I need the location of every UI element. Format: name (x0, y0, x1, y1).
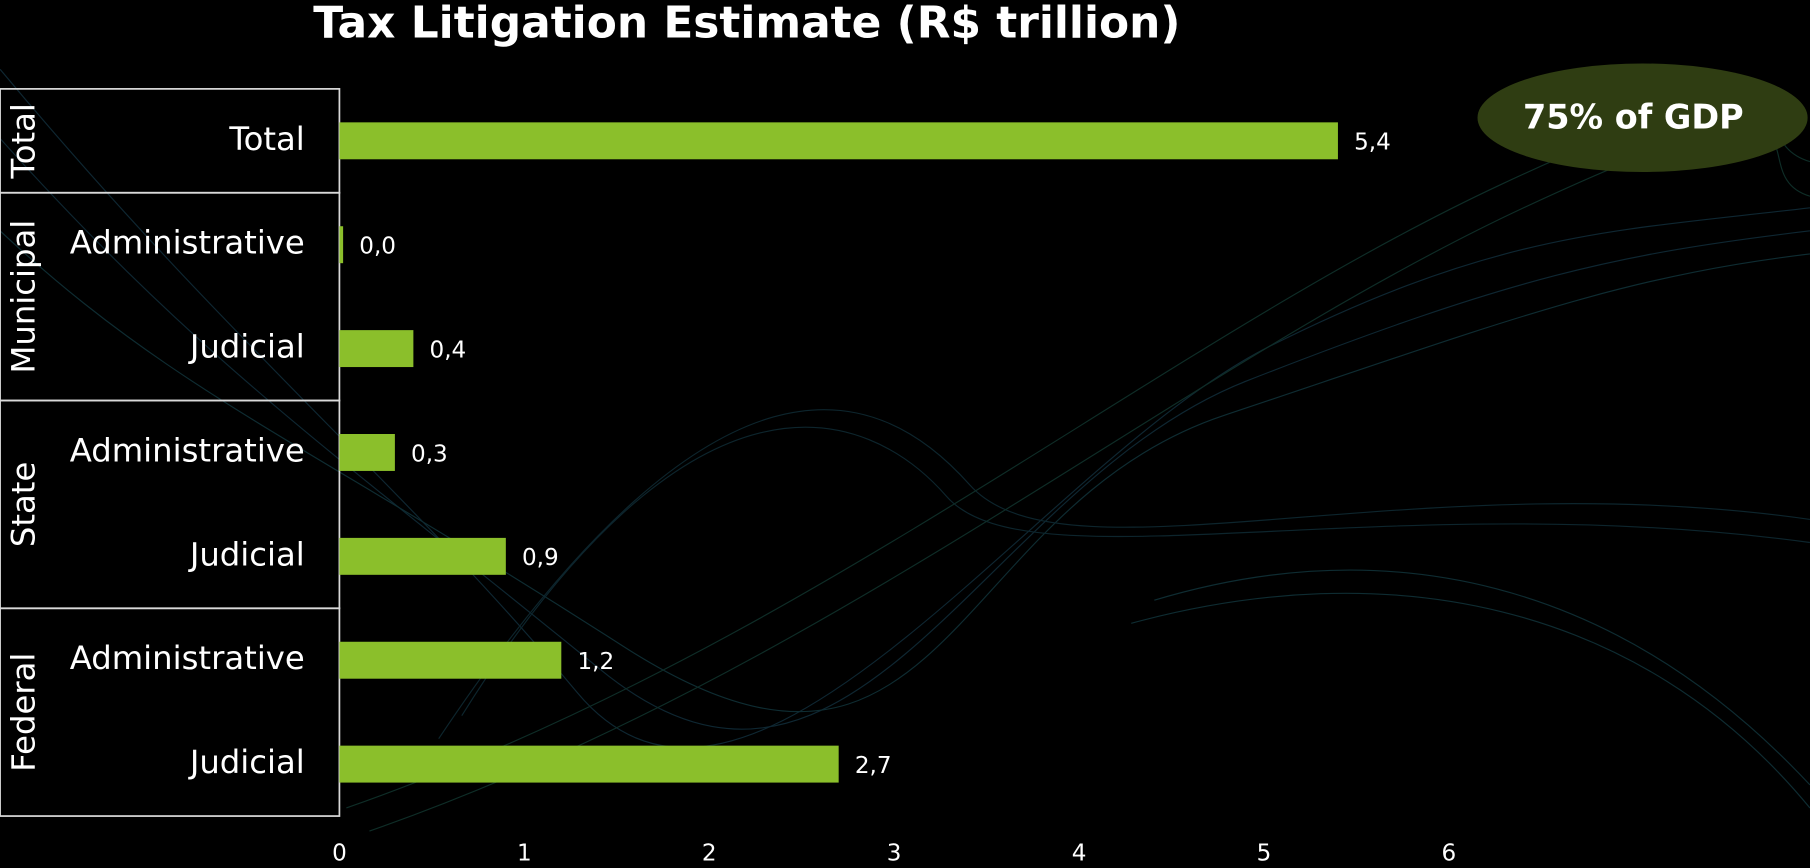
y-tick-label: Judicial (188, 535, 305, 573)
group-box (0, 607, 341, 817)
value-label: 0,0 (359, 234, 396, 260)
bar (339, 641, 562, 679)
chart-title: Tax Litigation Estimate (R$ trillion) (313, 0, 1180, 48)
y-tick-label: Administrative (70, 431, 305, 469)
bar (339, 745, 839, 783)
x-tick-label: 0 (332, 841, 347, 867)
x-tick-label: 4 (1072, 841, 1087, 867)
bar (339, 122, 1338, 160)
value-label: 1,2 (577, 649, 614, 675)
group-label: State (4, 462, 42, 547)
x-tick-label: 5 (1257, 841, 1272, 867)
y-tick-label: Judicial (188, 328, 305, 366)
y-tick-label: Administrative (70, 224, 305, 262)
value-label: 0,4 (430, 337, 467, 363)
x-tick-label: 6 (1442, 841, 1457, 867)
value-label: 5,4 (1354, 130, 1391, 156)
annotation-bubble (1477, 63, 1808, 172)
bar (339, 226, 344, 264)
bar (339, 330, 414, 368)
group-label: Total (4, 103, 42, 179)
value-label: 2,7 (855, 753, 892, 779)
value-label: 0,9 (522, 545, 559, 571)
bar (339, 434, 395, 471)
x-tick-label: 2 (702, 841, 717, 867)
x-tick-label: 1 (517, 841, 532, 867)
y-tick-label: Total (228, 120, 304, 158)
group-label: Federal (4, 653, 42, 772)
y-tick-label: Administrative (70, 639, 305, 677)
bar (339, 537, 506, 575)
x-tick-label: 3 (887, 841, 902, 867)
annotation: 75% of GDP (1523, 97, 1744, 136)
group-label: Municipal (4, 220, 42, 374)
value-label: 0,3 (411, 441, 448, 467)
y-tick-label: Judicial (188, 743, 305, 781)
